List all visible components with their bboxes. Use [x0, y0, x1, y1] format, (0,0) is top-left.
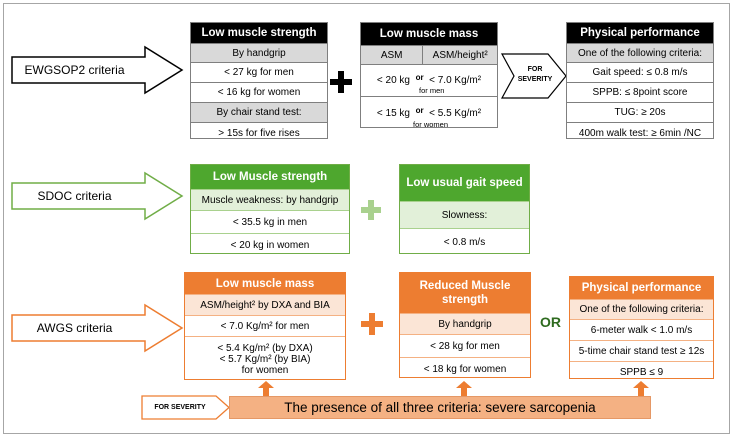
women-asm-value: < 15 kg	[376, 108, 410, 119]
men-asm-value: < 20 kg	[376, 75, 410, 86]
sdoc-gait-row: Slowness:	[400, 201, 529, 228]
awgs-strength-row: By handgrip	[400, 313, 530, 334]
sdoc-arrow	[11, 171, 184, 221]
plus-icon	[361, 200, 381, 220]
awgs-strength-row: < 28 kg for men	[400, 334, 530, 357]
ewgsop2-mass-women-row: < 15 kg or < 5.5 Kg/m² for women	[361, 96, 497, 130]
ewgsop2-arrow	[11, 45, 184, 95]
up-arrow-icon	[633, 381, 649, 396]
or-word: or	[415, 106, 424, 115]
sdoc-strength-box: Low Muscle strength Muscle weakness: by …	[190, 164, 350, 254]
sdoc-strength-row: < 20 kg in women	[191, 233, 349, 256]
awgs-performance-title: Physical performance	[570, 277, 713, 299]
or-word: or	[415, 73, 424, 82]
ewgsop2-strength-row: By chair stand test:	[191, 102, 327, 122]
up-arrow-icon	[456, 381, 472, 396]
ewgsop2-mass-title: Low muscle mass	[361, 23, 497, 45]
severe-sarcopenia-banner: The presence of all three criteria: seve…	[229, 396, 651, 419]
awgs-strength-row: < 18 kg for women	[400, 357, 530, 380]
awgs-performance-box: Physical performance One of the followin…	[569, 276, 714, 379]
awgs-severity-arrow	[141, 395, 230, 420]
asm-column-header: ASM	[361, 46, 424, 64]
ewgsop2-strength-row: By handgrip	[191, 43, 327, 62]
ewgsop2-strength-row: < 16 kg for women	[191, 82, 327, 102]
awgs-mass-box: Low muscle mass ASM/height² by DXA and B…	[184, 272, 346, 380]
awgs-mass-women-row: < 5.4 Kg/m² (by DXA) < 5.7 Kg/m² (by BIA…	[185, 336, 345, 382]
asm-height-column-header: ASM/height²	[432, 49, 488, 61]
sdoc-gait-box: Low usual gait speed Slowness: < 0.8 m/s	[399, 164, 530, 254]
diagram-frame	[3, 3, 730, 434]
ewgsop2-strength-row: < 27 kg for men	[191, 62, 327, 82]
ewgsop2-mass-box: Low muscle mass ASM ASM/height² < 20 kg …	[360, 22, 498, 130]
ewgsop2-performance-row: Gait speed: ≤ 0.8 m/s	[567, 62, 713, 82]
ewgsop2-performance-row: SPPB: ≤ 8point score	[567, 82, 713, 102]
awgs-mass-row: ASM/height² by DXA and BIA	[185, 294, 345, 315]
sdoc-strength-row: < 35.5 kg in men	[191, 210, 349, 233]
sdoc-gait-row: < 0.8 m/s	[400, 228, 529, 255]
awgs-for-severity-label: FOR SEVERITY	[154, 403, 206, 411]
women-label: for women	[241, 365, 289, 376]
up-arrow-icon	[258, 381, 274, 396]
ewgsop2-mass-men-row: < 20 kg or < 7.0 Kg/m² for men	[361, 64, 497, 96]
women-dxa-value: < 5.4 Kg/m² (by DXA)	[217, 343, 313, 354]
for-severity-label: FOR SEVERITY	[517, 66, 553, 83]
women-asm-height-value: < 5.5 Kg/m²	[429, 108, 482, 119]
ewgsop2-performance-box: Physical performance One of the followin…	[566, 22, 714, 139]
women-bia-value: < 5.7 Kg/m² (by BIA)	[219, 354, 311, 365]
awgs-strength-title-line: strength	[442, 294, 488, 306]
sdoc-gait-title: Low usual gait speed	[400, 165, 529, 201]
plus-icon	[361, 313, 383, 335]
sdoc-strength-title: Low Muscle strength	[191, 165, 349, 189]
ewgsop2-strength-title: Low muscle strength	[191, 23, 327, 43]
men-sub-label: for men	[419, 86, 445, 95]
awgs-arrow	[11, 303, 184, 353]
or-label: OR	[540, 314, 561, 330]
plus-icon	[330, 71, 352, 93]
awgs-strength-title-line: Reduced Muscle	[419, 280, 511, 292]
ewgsop2-performance-title: Physical performance	[567, 23, 713, 43]
ewgsop2-strength-box: Low muscle strength By handgrip < 27 kg …	[190, 22, 328, 139]
awgs-performance-row: SPPB ≤ 9	[570, 361, 713, 382]
sdoc-strength-row: Muscle weakness: by handgrip	[191, 189, 349, 210]
awgs-label: AWGS criteria	[36, 321, 113, 335]
ewgsop2-performance-row: 400m walk test: ≥ 6min /NC	[567, 122, 713, 143]
ewgsop2-performance-row: One of the following criteria:	[567, 43, 713, 62]
for-severity-arrow	[500, 53, 567, 99]
awgs-mass-row: < 7.0 Kg/m² for men	[185, 315, 345, 336]
awgs-performance-row: 5-time chair stand test ≥ 12s	[570, 340, 713, 361]
men-asm-height-value: < 7.0 Kg/m²	[429, 75, 482, 86]
awgs-performance-row: 6-meter walk < 1.0 m/s	[570, 319, 713, 340]
awgs-strength-title: Reduced Muscle strength	[400, 273, 530, 313]
ewgsop2-label: EWGSOP2 criteria	[24, 63, 125, 77]
ewgsop2-performance-row: TUG: ≥ 20s	[567, 102, 713, 122]
awgs-mass-title: Low muscle mass	[185, 273, 345, 294]
sdoc-label: SDOC criteria	[37, 189, 112, 203]
women-sub-label: for women	[413, 120, 449, 129]
awgs-strength-box: Reduced Muscle strength By handgrip < 28…	[399, 272, 531, 378]
ewgsop2-strength-row: > 15s for five rises	[191, 122, 327, 143]
awgs-performance-row: One of the following criteria:	[570, 299, 713, 319]
